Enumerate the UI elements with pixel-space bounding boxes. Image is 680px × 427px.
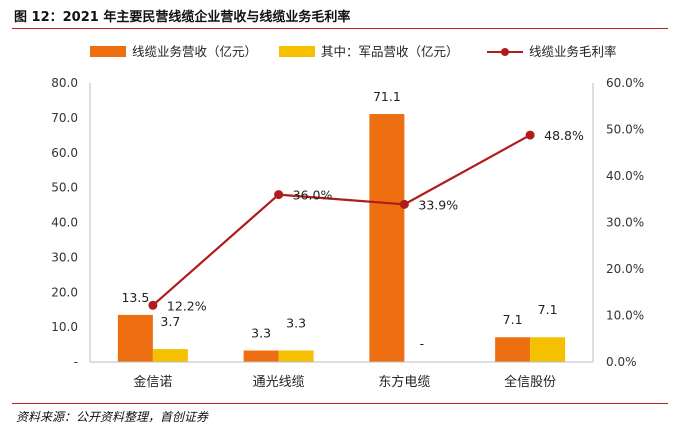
source-divider — [12, 403, 668, 404]
line-data-label: 33.9% — [418, 197, 458, 212]
bar — [495, 337, 531, 362]
margin-line — [148, 130, 535, 310]
y-right-tick-label: 0.0% — [606, 355, 637, 369]
bar — [243, 350, 279, 362]
right-axis: 0.0% 10.0% 20.0% 30.0% 40.0% 50.0% 60.0% — [592, 76, 644, 369]
category-label: 金信诺 — [133, 374, 172, 390]
category-label: 全信股份 — [504, 374, 556, 390]
data-label: - — [420, 336, 425, 351]
line-point — [399, 199, 409, 209]
legend-label: 线缆业务毛利率 — [529, 44, 617, 59]
data-label: 7.1 — [538, 302, 558, 317]
y-left-tick-label: 60.0 — [51, 146, 78, 160]
legend-label: 其中：军品营收（亿元） — [321, 44, 459, 59]
line-point — [274, 190, 284, 200]
y-right-tick-label: 10.0% — [606, 309, 644, 323]
y-left-tick-label: - — [74, 355, 78, 369]
figure-title: 图 12：2021 年主要民营线缆企业营收与线缆业务毛利率 — [14, 10, 351, 25]
title-divider — [12, 28, 668, 29]
left-axis: - 10.0 20.0 30.0 40.0 50.0 60.0 70.0 80.0 — [51, 76, 91, 369]
data-label: 71.1 — [373, 89, 401, 104]
legend: 线缆业务营收（亿元） 其中：军品营收（亿元） 线缆业务毛利率 — [90, 44, 617, 59]
data-label: 7.1 — [503, 312, 523, 327]
category-labels: 金信诺 通光线缆 东方电缆 全信股份 — [133, 374, 556, 390]
y-left-tick-label: 80.0 — [51, 76, 78, 90]
line-data-label: 36.0% — [293, 188, 333, 203]
legend-label: 线缆业务营收（亿元） — [132, 44, 257, 59]
y-left-tick-label: 10.0 — [51, 320, 78, 334]
line-data-label: 12.2% — [167, 298, 207, 313]
source-note: 资料来源：公开资料整理，首创证券 — [16, 410, 209, 424]
legend-marker — [501, 48, 509, 56]
legend-swatch — [279, 46, 315, 57]
y-right-tick-label: 60.0% — [606, 76, 644, 90]
line-point — [525, 130, 535, 140]
data-label: 3.7 — [160, 314, 180, 329]
bar — [117, 314, 153, 362]
y-right-tick-label: 30.0% — [606, 216, 644, 230]
legend-swatch — [90, 46, 126, 57]
bar — [369, 114, 405, 362]
bar — [278, 350, 314, 362]
bar — [152, 349, 188, 362]
y-right-tick-label: 40.0% — [606, 169, 644, 183]
y-left-tick-label: 70.0 — [51, 111, 78, 125]
line-data-label: 48.8% — [544, 128, 584, 143]
line-point — [148, 300, 158, 310]
bar — [530, 337, 566, 362]
y-right-tick-label: 20.0% — [606, 262, 644, 276]
y-left-tick-label: 20.0 — [51, 285, 78, 299]
data-label: 13.5 — [121, 290, 149, 305]
y-right-tick-label: 50.0% — [606, 123, 644, 137]
bars — [90, 114, 593, 363]
y-left-tick-label: 40.0 — [51, 216, 78, 230]
margin-line-path — [152, 134, 531, 307]
category-label: 东方电缆 — [378, 374, 430, 390]
data-labels: 13.5 3.7 3.3 3.3 71.1 - 7.1 7.1 12.2% 36.0% 33.9% 4… — [121, 89, 584, 351]
category-label: 通光线缆 — [253, 374, 305, 390]
y-left-tick-label: 30.0 — [51, 250, 78, 264]
data-label: 3.3 — [251, 325, 271, 340]
data-label: 3.3 — [286, 315, 306, 330]
y-left-tick-label: 50.0 — [51, 181, 78, 195]
